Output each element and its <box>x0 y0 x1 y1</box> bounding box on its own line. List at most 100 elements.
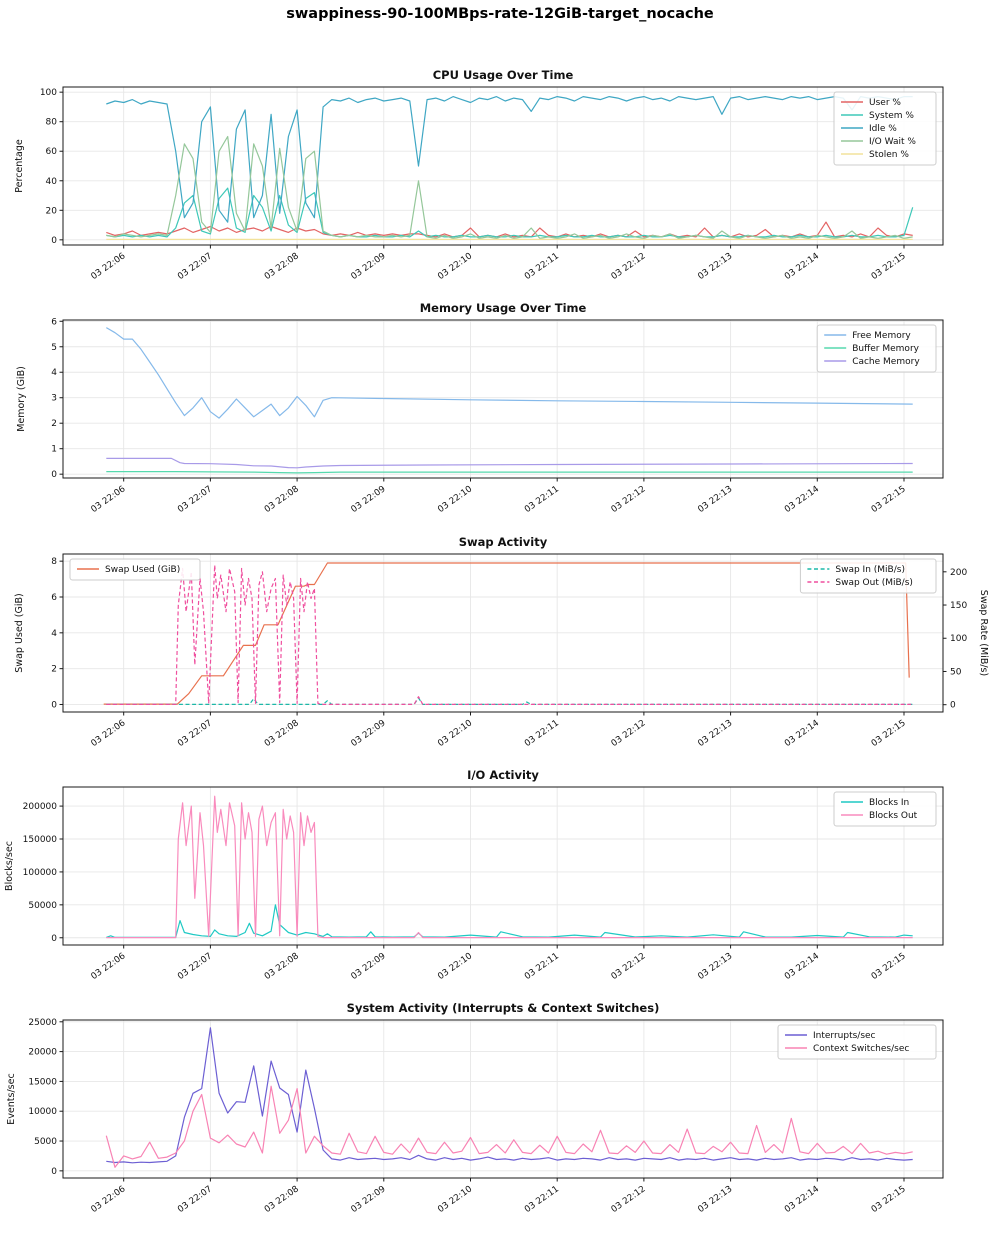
svg-text:Cache Memory: Cache Memory <box>852 357 920 367</box>
svg-text:03 22:11: 03 22:11 <box>523 718 561 749</box>
svg-text:03 22:09: 03 22:09 <box>350 718 388 749</box>
svg-text:Swap In (MiB/s): Swap In (MiB/s) <box>835 565 905 575</box>
svg-text:I/O Wait %: I/O Wait % <box>869 137 916 147</box>
io-activity-chart-slot: 0 50000 100000 150000 200000 03 22:06 03 22:07… <box>0 762 1000 999</box>
svg-text:Blocks Out: Blocks Out <box>869 811 918 821</box>
svg-text:0: 0 <box>51 236 57 246</box>
svg-text:03 22:13: 03 22:13 <box>696 484 734 515</box>
svg-text:Percentage: Percentage <box>14 139 25 193</box>
svg-text:System Activity (Interrupts &: System Activity (Interrupts & Context Sw… <box>347 1001 660 1015</box>
svg-text:50000: 50000 <box>28 901 57 911</box>
svg-text:03 22:08: 03 22:08 <box>263 718 301 749</box>
svg-text:03 22:08: 03 22:08 <box>263 951 301 982</box>
svg-text:03 22:06: 03 22:06 <box>89 718 127 749</box>
svg-text:03 22:12: 03 22:12 <box>610 718 648 749</box>
svg-text:System %: System % <box>869 111 914 121</box>
svg-text:0: 0 <box>950 701 956 711</box>
svg-text:150000: 150000 <box>23 835 58 845</box>
svg-text:03 22:11: 03 22:11 <box>523 484 561 515</box>
svg-text:03 22:10: 03 22:10 <box>436 484 474 515</box>
memory-usage-chart: 0 1 2 3 4 5 6 03 22:06 03 22:07 03 22:08 03 22:09 0… <box>16 301 944 515</box>
figure-title: swappiness-90-100MBps-rate-12GiB-target_… <box>286 6 714 22</box>
svg-text:CPU Usage Over Time: CPU Usage Over Time <box>433 68 574 82</box>
svg-text:0: 0 <box>51 934 57 944</box>
svg-text:20: 20 <box>46 206 58 216</box>
svg-text:03 22:11: 03 22:11 <box>523 951 561 982</box>
svg-text:50: 50 <box>950 667 962 677</box>
svg-text:03 22:06: 03 22:06 <box>89 484 127 515</box>
svg-text:03 22:14: 03 22:14 <box>783 484 821 515</box>
svg-text:03 22:10: 03 22:10 <box>436 251 474 282</box>
cpu-usage-chart: 0 20 40 60 80 100 03 22:06 03 22:07 03 22:08 03 2… <box>14 68 944 282</box>
svg-text:03 22:13: 03 22:13 <box>696 951 734 982</box>
svg-text:Blocks In: Blocks In <box>869 798 909 808</box>
svg-text:03 22:15: 03 22:15 <box>870 251 908 282</box>
svg-text:03 22:12: 03 22:12 <box>610 951 648 982</box>
svg-text:03 22:15: 03 22:15 <box>870 718 908 749</box>
svg-text:Free Memory: Free Memory <box>852 331 911 341</box>
io-activity-chart: 0 50000 100000 150000 200000 03 22:06 03 22:07… <box>4 768 944 982</box>
svg-text:1: 1 <box>51 445 57 455</box>
svg-text:03 22:06: 03 22:06 <box>89 1184 127 1215</box>
svg-text:03 22:14: 03 22:14 <box>783 251 821 282</box>
svg-text:I/O Activity: I/O Activity <box>467 768 539 782</box>
svg-text:25000: 25000 <box>28 1018 57 1028</box>
svg-text:03 22:14: 03 22:14 <box>783 951 821 982</box>
svg-text:03 22:09: 03 22:09 <box>350 1184 388 1215</box>
svg-text:Memory Usage Over Time: Memory Usage Over Time <box>420 301 587 315</box>
svg-text:5000: 5000 <box>34 1137 57 1147</box>
svg-text:03 22:10: 03 22:10 <box>436 1184 474 1215</box>
svg-text:80: 80 <box>46 118 58 128</box>
svg-text:03 22:09: 03 22:09 <box>350 251 388 282</box>
svg-text:Memory (GiB): Memory (GiB) <box>16 366 27 432</box>
swap-activity-chart-slot: 0 2 4 6 8 0 50 100 150 200 Swap Rate (MiB/s) 03 22:… <box>0 529 1000 766</box>
svg-text:03 22:07: 03 22:07 <box>176 718 214 749</box>
svg-text:10000: 10000 <box>28 1107 57 1117</box>
svg-text:15000: 15000 <box>28 1077 57 1087</box>
svg-text:03 22:09: 03 22:09 <box>350 484 388 515</box>
svg-text:03 22:07: 03 22:07 <box>176 251 214 282</box>
svg-text:03 22:12: 03 22:12 <box>610 1184 648 1215</box>
svg-text:150: 150 <box>950 601 967 611</box>
svg-text:100: 100 <box>950 634 967 644</box>
svg-text:Events/sec: Events/sec <box>6 1073 17 1124</box>
svg-text:Context Switches/sec: Context Switches/sec <box>813 1044 909 1054</box>
svg-text:03 22:08: 03 22:08 <box>263 251 301 282</box>
swap-activity-chart: 0 2 4 6 8 0 50 100 150 200 Swap Rate (MiB/s) 03 22:… <box>14 535 989 749</box>
svg-text:03 22:12: 03 22:12 <box>610 251 648 282</box>
svg-text:Swap Used (GiB): Swap Used (GiB) <box>105 565 180 575</box>
svg-text:4: 4 <box>51 368 57 378</box>
svg-text:Swap Used (GiB): Swap Used (GiB) <box>14 593 25 672</box>
svg-text:03 22:13: 03 22:13 <box>696 251 734 282</box>
svg-text:03 22:06: 03 22:06 <box>89 951 127 982</box>
svg-text:2: 2 <box>51 665 57 675</box>
svg-text:40: 40 <box>46 177 58 187</box>
svg-text:User %: User % <box>869 98 901 108</box>
svg-text:03 22:08: 03 22:08 <box>263 1184 301 1215</box>
svg-text:03 22:14: 03 22:14 <box>783 718 821 749</box>
svg-text:03 22:08: 03 22:08 <box>263 484 301 515</box>
svg-text:60: 60 <box>46 147 58 157</box>
svg-text:03 22:11: 03 22:11 <box>523 251 561 282</box>
svg-text:6: 6 <box>51 317 57 327</box>
svg-text:Swap Rate (MiB/s): Swap Rate (MiB/s) <box>978 590 989 676</box>
svg-text:5: 5 <box>51 343 57 353</box>
svg-text:200000: 200000 <box>23 802 58 812</box>
svg-text:20000: 20000 <box>28 1048 57 1058</box>
svg-text:Swap Activity: Swap Activity <box>459 535 548 549</box>
svg-text:Idle %: Idle % <box>869 124 897 134</box>
svg-text:0: 0 <box>51 470 57 480</box>
svg-text:03 22:15: 03 22:15 <box>870 484 908 515</box>
svg-text:03 22:11: 03 22:11 <box>523 1184 561 1215</box>
svg-text:03 22:13: 03 22:13 <box>696 1184 734 1215</box>
svg-text:03 22:10: 03 22:10 <box>436 951 474 982</box>
memory-usage-chart-slot: 0 1 2 3 4 5 6 03 22:06 03 22:07 03 22:08 03 22:09 0… <box>0 295 1000 532</box>
svg-text:03 22:07: 03 22:07 <box>176 951 214 982</box>
svg-text:100000: 100000 <box>23 868 58 878</box>
svg-text:Buffer Memory: Buffer Memory <box>852 344 919 354</box>
cpu-usage-chart-slot: 0 20 40 60 80 100 03 22:06 03 22:07 03 22:08 03 2… <box>0 62 1000 299</box>
svg-text:0: 0 <box>51 700 57 710</box>
svg-text:Stolen %: Stolen % <box>869 150 909 160</box>
svg-text:6: 6 <box>51 593 57 603</box>
